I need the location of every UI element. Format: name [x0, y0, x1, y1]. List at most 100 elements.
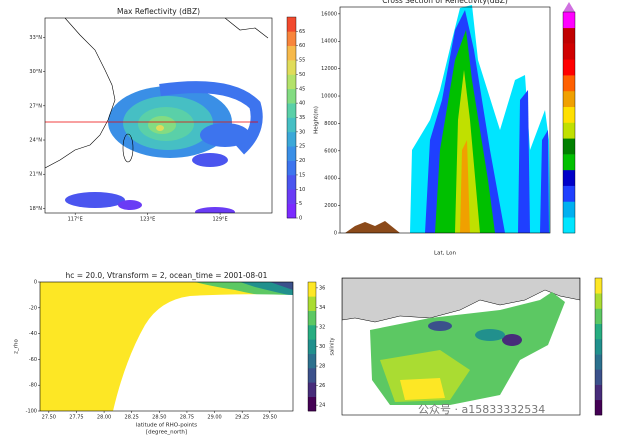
colorbar-segment: [563, 27, 575, 44]
colorbar-tick-label: 65: [299, 29, 305, 35]
chart-title: Max Reflectivity (dBZ): [117, 7, 200, 16]
colorbar-frame: [594, 277, 603, 416]
colorbar-segment: [563, 43, 575, 60]
y-tick-label: 27°N: [29, 103, 42, 109]
colorbar-tick-label: 32: [319, 324, 325, 330]
chart-title: Cross Section of Reflectivity(dBZ): [382, 0, 508, 5]
colorbar-segment: [595, 354, 602, 370]
colorbar-segment: [595, 323, 602, 340]
plot-frame: [341, 277, 581, 416]
colorbar-segment: [595, 308, 602, 324]
colorbar-segment: [308, 282, 316, 297]
y-tick-label: 10000: [321, 94, 337, 100]
colorbar-segment: [308, 368, 316, 383]
colorbar-segment: [563, 12, 575, 29]
y-tick-label: 24°N: [29, 138, 42, 144]
plot-frame: [44, 17, 273, 214]
colorbar-tick-label: 36: [319, 285, 325, 291]
colorbar-segment: [308, 325, 316, 340]
colorbar-segment: [563, 122, 575, 139]
x-axis-label: [degree_north]: [146, 430, 187, 436]
colorbar-segment: [595, 399, 602, 416]
colorbar-segment: [563, 138, 575, 155]
y-tick-label: 33°N: [29, 35, 42, 41]
reflectivity-field: [45, 18, 269, 213]
colorbar-segment: [287, 189, 296, 204]
colorbar-segment: [563, 106, 575, 123]
colorbar-segment: [287, 60, 296, 75]
colorbar-tick-label: 26: [319, 383, 325, 389]
colorbar-segment: [308, 382, 316, 397]
colorbar-tick-label: 30: [319, 344, 325, 350]
y-tick-label: -40: [29, 331, 37, 337]
y-tick-label: 18°N: [29, 206, 42, 212]
colorbar-segment: [308, 339, 316, 354]
colorbar-segment: [595, 338, 602, 355]
colorbar-segment: [287, 117, 296, 133]
colorbar-tick-label: 5: [299, 201, 302, 207]
colorbar-segment: [595, 278, 602, 294]
x-tick-label: 129°E: [212, 217, 227, 223]
colorbar-tick-label: 30: [299, 129, 305, 135]
y-tick-label: -20: [29, 305, 37, 311]
y-tick-label: -100: [26, 409, 37, 415]
colorbar-segment: [308, 396, 316, 412]
colorbar-tick-label: 25: [299, 144, 305, 150]
colorbar-tick-label: 28: [319, 364, 325, 370]
colorbar-segment: [563, 185, 575, 202]
plot-frame: [39, 281, 294, 412]
y-tick-label: 21°N: [29, 172, 42, 178]
x-tick-label: 117°E: [68, 217, 83, 223]
colorbar-segment: [308, 296, 316, 311]
salinity-map-field: [342, 278, 580, 405]
colorbar-segment: [287, 74, 296, 90]
y-tick-label: -60: [29, 357, 37, 363]
colorbar-tick-label: 20: [299, 158, 305, 164]
colorbar-segment: [595, 369, 602, 385]
cross-section-field: [345, 2, 575, 233]
colorbar-tick-label: 15: [299, 172, 305, 178]
colorbar-tick-label: 50: [299, 72, 305, 78]
colorbar-segment: [287, 146, 296, 161]
chart-title: hc = 20.0, Vtransform = 2, ocean_time = …: [66, 271, 268, 280]
colorbar-segment: [563, 59, 575, 76]
plot-frame: [339, 6, 551, 234]
colorbar-tick-label: 45: [299, 86, 305, 92]
y-tick-label: 6000: [324, 148, 337, 154]
colorbar-segment: [287, 131, 296, 147]
x-tick-label: 29.00: [207, 415, 221, 421]
colorbar-tick-label: 24: [319, 403, 325, 409]
colorbar-tick-label: 34: [319, 305, 325, 311]
x-tick-label: 28.50: [152, 415, 166, 421]
colorbar-segment: [563, 75, 575, 92]
y-tick-label: 8000: [324, 121, 337, 127]
colorbar-segment: [287, 31, 296, 47]
x-tick-label: 29.25: [235, 415, 249, 421]
x-tick-label: 29.50: [263, 415, 277, 421]
colorbar-segment: [287, 174, 296, 190]
y-axis-label: z_rho: [14, 339, 20, 354]
colorbar-tick-label: 35: [299, 115, 305, 121]
colorbar-segment: [287, 17, 296, 32]
x-axis-label: latitude of RHO-points: [136, 423, 197, 429]
x-tick-label: 28.25: [125, 415, 139, 421]
y-tick-label: 16000: [321, 11, 337, 17]
y-tick-label: 12000: [321, 66, 337, 72]
colorbar-segment: [308, 310, 316, 326]
colorbar-segment: [563, 169, 575, 186]
colorbar-segment: [287, 203, 296, 219]
colorbar-segment: [287, 160, 296, 176]
colorbar-tick-label: 40: [299, 101, 305, 107]
y-tick-label: 2000: [324, 203, 337, 209]
colorbar-frame: [562, 11, 576, 234]
x-tick-label: 28.00: [97, 415, 111, 421]
y-axis-label: Height(m): [314, 106, 320, 134]
colorbar-segment: [563, 90, 575, 108]
x-tick-label: 123°E: [140, 217, 155, 223]
y-tick-label: 30°N: [29, 69, 42, 75]
colorbar-segment: [563, 217, 575, 234]
y-tick-label: 14000: [321, 39, 337, 45]
colorbar-segment: [563, 154, 575, 171]
watermark: 公众号 · a15833332534: [418, 403, 545, 416]
colorbar-segment: [563, 201, 575, 218]
